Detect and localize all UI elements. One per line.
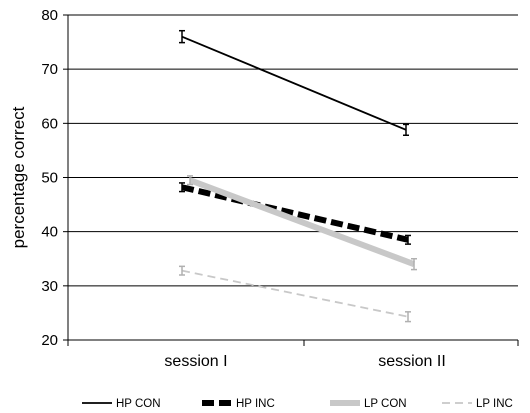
x-category-labels: session I session II	[164, 353, 445, 370]
legend: HP CON HP INC LP CON LP INC	[82, 398, 513, 410]
series-group	[179, 29, 417, 323]
series-line-lp-con	[188, 177, 416, 267]
y-tick-label: 30	[41, 278, 58, 295]
y-tick-label: 20	[41, 332, 58, 349]
x-category-label: session I	[164, 353, 227, 370]
legend-label: LP CON	[364, 398, 407, 410]
series-line-lp-inc	[181, 269, 409, 318]
axes	[67, 15, 518, 341]
y-axis-label: percentage correct	[9, 106, 28, 248]
y-tick-label: 60	[41, 115, 58, 132]
y-tick-label: 80	[41, 7, 58, 24]
gridlines	[63, 14, 519, 346]
legend-label: HP INC	[236, 398, 275, 410]
x-category-label: session II	[378, 353, 446, 370]
series-line-hp-inc	[181, 184, 409, 243]
legend-label: HP CON	[116, 398, 161, 410]
y-tick-label: 70	[41, 61, 58, 78]
series-line-hp-con	[181, 35, 407, 131]
y-tick-label: 50	[41, 170, 58, 187]
legend-label: LP INC	[476, 398, 513, 410]
y-tick-label: 40	[41, 224, 58, 241]
y-tick-labels: 20 30 40 50 60 70 80	[41, 7, 58, 349]
